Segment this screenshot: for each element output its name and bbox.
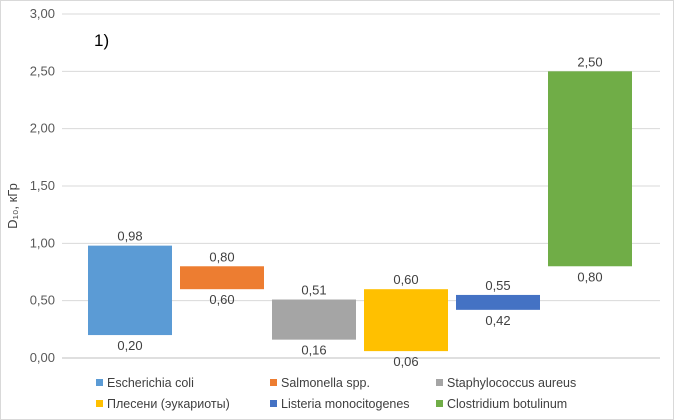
legend-item-salmonella: Salmonella spp.: [270, 376, 436, 390]
legend-label: Salmonella spp.: [281, 375, 370, 390]
legend-swatch: [270, 400, 277, 407]
panel-label: 1): [94, 31, 109, 50]
bar-low-label: 0,06: [393, 354, 418, 369]
y-tick-label: 0,50: [30, 293, 55, 308]
legend-row-1: Escherichia coli Salmonella spp. Staphyl…: [96, 372, 636, 393]
bar-low-label: 0,20: [117, 338, 142, 353]
legend-item-escherichia-coli: Escherichia coli: [96, 376, 270, 390]
legend-label: Staphylococcus aureus: [447, 375, 577, 390]
legend-swatch: [96, 379, 103, 386]
bar-high-label: 0,55: [485, 278, 510, 293]
legend-item-clostridium: Clostridium botulinum: [436, 397, 567, 411]
bar-5: [456, 294, 540, 310]
y-axis-label: D₁₀, кГр: [5, 183, 20, 229]
bar-low-label: 0,16: [301, 343, 326, 358]
y-tick-label: 1,50: [30, 178, 55, 193]
bar-low-label: 0,60: [209, 292, 234, 307]
legend-swatch: [436, 379, 443, 386]
y-tick-label: 2,00: [30, 121, 55, 136]
bar-2: [180, 266, 264, 290]
y-tick-label: 2,50: [30, 63, 55, 78]
bar-low-label: 0,80: [577, 269, 602, 284]
bar-1: [88, 245, 172, 336]
legend-swatch: [270, 379, 277, 386]
bar-3: [272, 299, 356, 340]
legend-item-staphylococcus: Staphylococcus aureus: [436, 376, 576, 390]
bar-low-label: 0,42: [485, 313, 510, 328]
legend: Escherichia coli Salmonella spp. Staphyl…: [96, 372, 636, 414]
bar-high-label: 0,80: [209, 249, 234, 264]
bar-high-label: 0,98: [117, 229, 142, 244]
bar-high-label: 0,51: [301, 283, 326, 298]
bar-6: [548, 71, 632, 267]
legend-label: Плесени (эукариоты): [107, 396, 230, 411]
legend-label: Clostridium botulinum: [447, 396, 568, 411]
bars: [88, 71, 632, 352]
legend-swatch: [96, 400, 103, 407]
y-tick-label: 0,00: [30, 350, 55, 365]
legend-swatch: [436, 400, 443, 407]
legend-label: Escherichia coli: [107, 375, 194, 390]
bar-4: [364, 289, 448, 352]
legend-row-2: Плесени (эукариоты) Listeria monocitogen…: [96, 393, 636, 414]
y-tick-label: 1,00: [30, 235, 55, 250]
bar-high-label: 0,60: [393, 272, 418, 287]
legend-item-listeria: Listeria monocitogenes: [270, 397, 436, 411]
data-labels: 0,98 0,20 0,80 0,60 0,51 0,16 0,60 0,06 0,55 0,42…: [117, 54, 602, 369]
y-axis-ticks: 0,00 0,50 1,00 1,50 2,00 2,50 3,00: [30, 6, 55, 365]
legend-item-moulds: Плесени (эукариоты): [96, 397, 270, 411]
bar-high-label: 2,50: [577, 54, 602, 69]
y-tick-label: 3,00: [30, 6, 55, 21]
legend-label: Listeria monocitogenes: [281, 396, 410, 411]
